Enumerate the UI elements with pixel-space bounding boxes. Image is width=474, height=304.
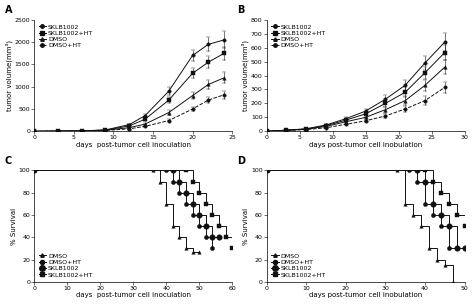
Text: A: A bbox=[5, 5, 12, 16]
Legend: SKLB1002, SKLB1002+HT, DMSO, DMSO+HT: SKLB1002, SKLB1002+HT, DMSO, DMSO+HT bbox=[268, 22, 328, 51]
Legend: DMSO, DMSO+HT, SKLB1002, SKLB1002+HT: DMSO, DMSO+HT, SKLB1002, SKLB1002+HT bbox=[268, 251, 328, 280]
Text: B: B bbox=[237, 5, 244, 16]
X-axis label: days  post-tumor cell inoculation: days post-tumor cell inoculation bbox=[76, 292, 191, 299]
X-axis label: days post-tumor cell inobulation: days post-tumor cell inobulation bbox=[309, 142, 422, 148]
Text: C: C bbox=[5, 156, 12, 166]
X-axis label: days  post-tumor cell inoculation: days post-tumor cell inoculation bbox=[76, 142, 191, 148]
Y-axis label: tumor volume(mm³): tumor volume(mm³) bbox=[242, 40, 249, 111]
Y-axis label: tumor volume(mm³): tumor volume(mm³) bbox=[6, 40, 13, 111]
X-axis label: days post-tumor cell inobulation: days post-tumor cell inobulation bbox=[309, 292, 422, 299]
Legend: DMSO, DMSO+HT, SKLB1002, SKLB1002+HT: DMSO, DMSO+HT, SKLB1002, SKLB1002+HT bbox=[36, 251, 96, 280]
Legend: SKLB1002, SKLB1002+HT, DMSO, DMSO+HT: SKLB1002, SKLB1002+HT, DMSO, DMSO+HT bbox=[36, 22, 96, 51]
Text: D: D bbox=[237, 156, 245, 166]
Y-axis label: % Survival: % Survival bbox=[11, 208, 17, 245]
Y-axis label: % Survival: % Survival bbox=[244, 208, 249, 245]
